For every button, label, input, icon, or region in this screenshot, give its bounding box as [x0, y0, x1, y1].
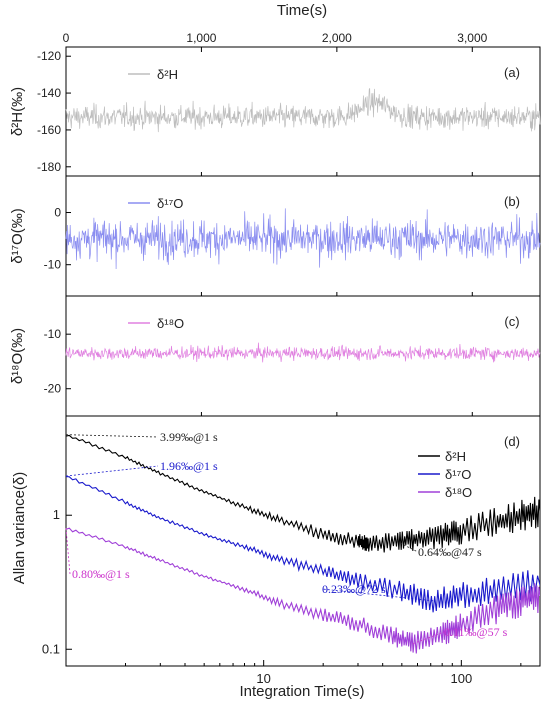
annotation-leader: [65, 528, 71, 575]
y-axis-title-b: δ¹⁷O(‰): [9, 208, 26, 263]
annotation-leader: [65, 434, 159, 438]
y-tick-label: 0.1: [42, 641, 60, 656]
x-axis-title: Integration Time(s): [239, 683, 364, 700]
panel-letter-a: (a): [504, 65, 520, 80]
y-tick-label: -20: [44, 382, 62, 396]
annotation-label: 0.64‰@47 s: [418, 545, 482, 559]
legend-label-d-0: δ²H: [445, 449, 466, 464]
top-tick-label: 3,000: [457, 31, 487, 45]
y-tick-label: -160: [37, 123, 61, 137]
legend-label-b: δ¹⁷O: [157, 196, 183, 211]
y-tick-label: -10: [44, 327, 62, 341]
legend-label-d-1: δ¹⁷O: [445, 467, 471, 482]
legend-label-a: δ²H: [157, 67, 178, 82]
legend-label-d-2: δ¹⁸O: [445, 485, 472, 500]
legend-label-c: δ¹⁸O: [157, 316, 184, 331]
top-axis: 0 1,000 2,000 3,000: [63, 31, 488, 52]
annotation-label: 1.96‰@1 s: [160, 459, 218, 473]
allan-series-2: [66, 527, 540, 654]
annotation-label: 0.11‰@57 s: [444, 625, 508, 639]
annotation-label: 0.23‰@72 s: [322, 582, 386, 596]
allan-series-0: [66, 434, 540, 553]
y-tick-label: -120: [37, 49, 61, 63]
panel-letter-d: (d): [504, 434, 520, 449]
annotation-label: 3.99‰@1 s: [160, 430, 218, 444]
x-tick-label: 100: [450, 671, 472, 686]
y-tick-label: -10: [44, 258, 62, 272]
annotation-leader: [321, 588, 434, 602]
y-axis-title-d: Allan variance(δ): [11, 472, 28, 585]
series-a-trace: [65, 88, 541, 133]
top-tick-label: 0: [63, 31, 70, 45]
series-c-trace: [65, 342, 541, 363]
panel-d: 10 100 0.1 1 3.99‰@1 s 1.96‰@1 s 0.80‰@1 s 0.64…: [42, 415, 541, 686]
allan-series-1: [66, 476, 540, 613]
y-tick-label: -140: [37, 86, 61, 100]
panel-letter-b: (b): [504, 194, 520, 209]
top-axis-title: Time(s): [277, 2, 327, 19]
annotation-leader: [65, 465, 159, 477]
y-tick-label: 1: [53, 507, 60, 522]
annotation-label: 0.80‰@1 s: [72, 567, 130, 581]
y-axis-title-c: δ¹⁸O(‰): [9, 328, 26, 384]
annotation-leader: [396, 540, 419, 553]
panel-a: -180 -160 -140 -120 δ²H (a) δ²H(‰): [9, 46, 541, 177]
panel-c: -20 -10 δ¹⁸O (c) δ¹⁸O(‰): [9, 295, 541, 417]
panel-letter-c: (c): [504, 314, 519, 329]
y-tick-label: -180: [37, 160, 61, 174]
x-tick-label: 10: [256, 671, 270, 686]
panel-b: -10 0 δ¹⁷O (b) δ¹⁷O(‰): [9, 175, 541, 297]
y-axis-title-a: δ²H(‰): [9, 87, 26, 136]
series-b-trace: [65, 208, 541, 270]
y-tick-label: 0: [54, 206, 61, 220]
panel-frame: [65, 415, 541, 667]
annotation-leader: [412, 631, 445, 645]
top-tick-label: 1,000: [186, 31, 216, 45]
top-tick-label: 2,000: [322, 31, 352, 45]
